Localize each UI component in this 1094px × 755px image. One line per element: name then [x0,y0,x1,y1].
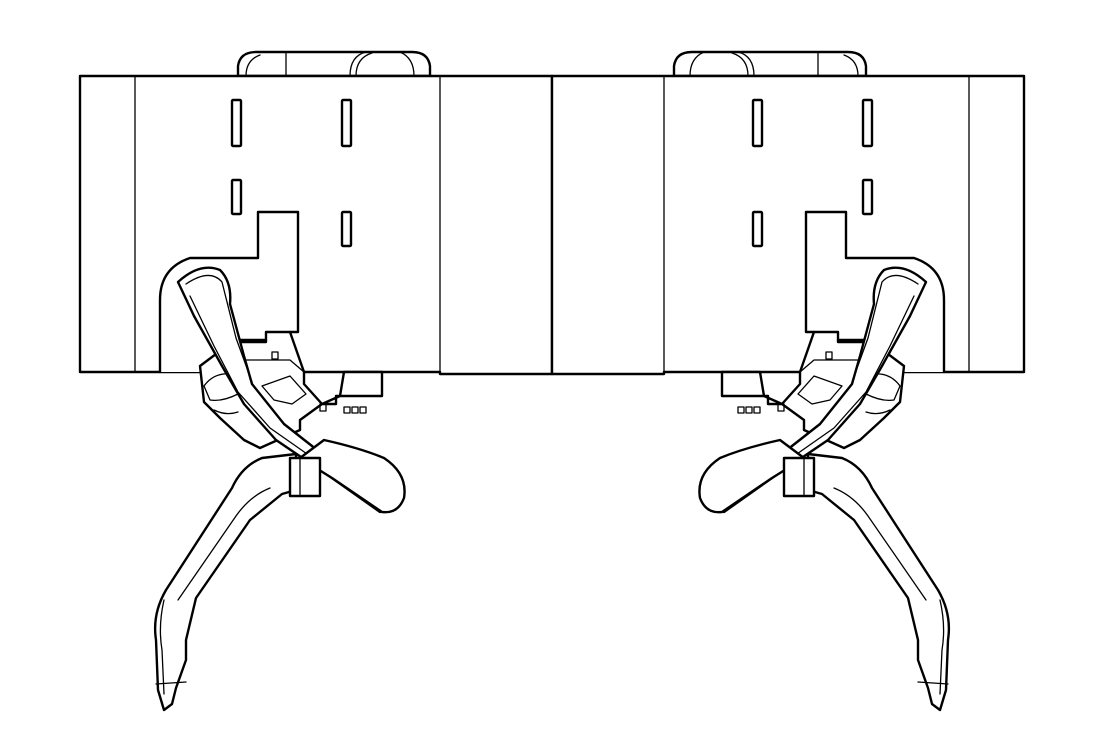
gripper-arm-left [153,452,322,712]
left-half [78,50,554,712]
housing-right [550,74,1026,376]
housing-left [78,74,554,376]
top-knob-left [236,50,432,78]
latch-lever-right [698,266,928,514]
right-half [550,50,1026,712]
gripper-arm-right [782,452,951,712]
top-knob-right [672,50,868,78]
latch-lever-left [176,266,406,514]
